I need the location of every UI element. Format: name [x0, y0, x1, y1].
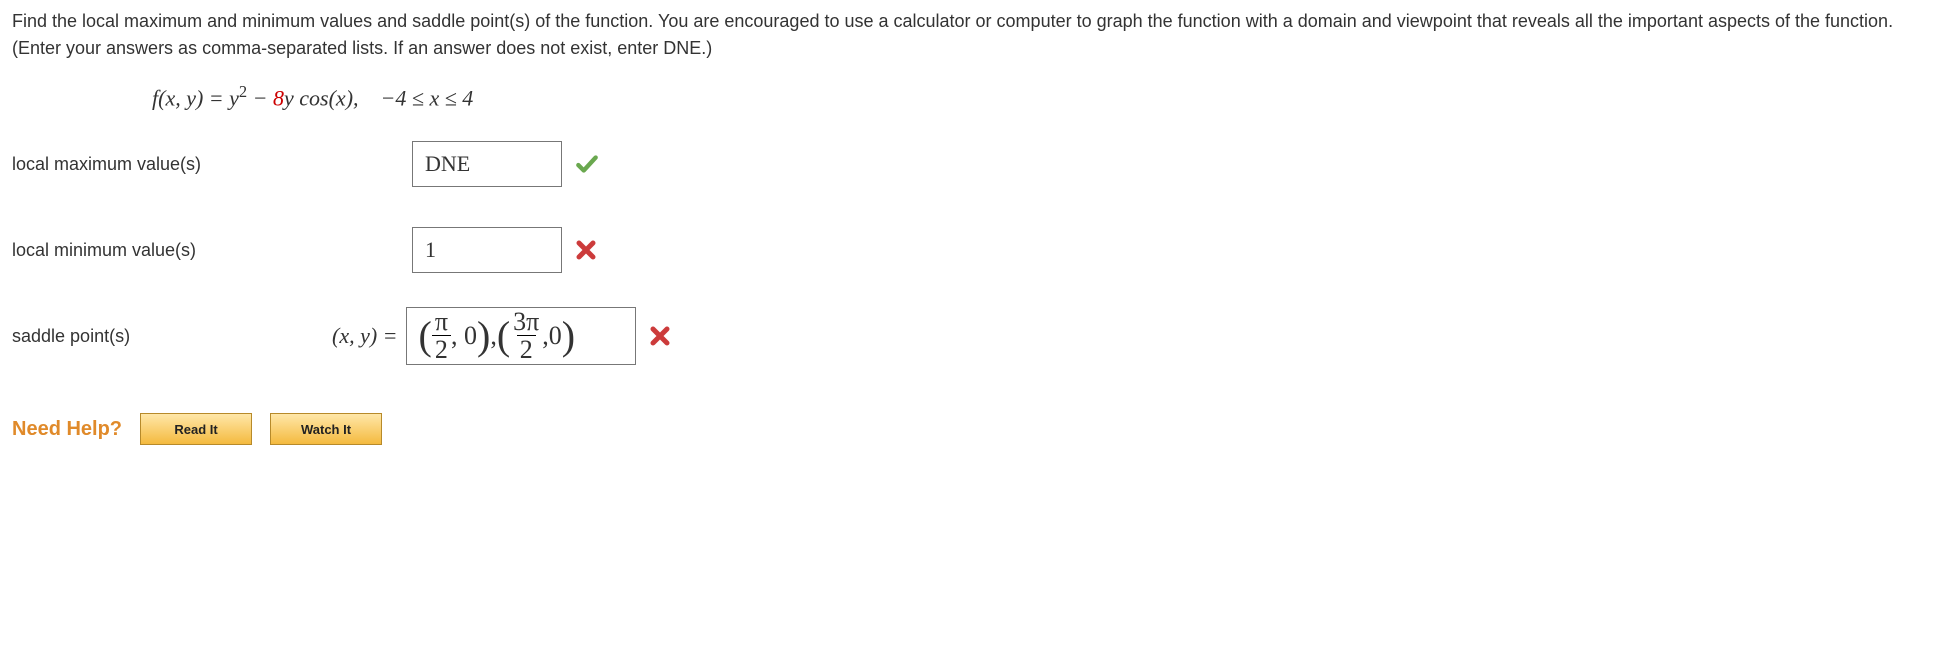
formula-coeff: 8: [273, 85, 284, 110]
x-icon: [648, 324, 672, 348]
input-local-max[interactable]: DNE: [412, 141, 562, 187]
function-formula: f(x, y) = y2 − 8y cos(x), −4 ≤ x ≤ 4: [152, 82, 1932, 111]
row-local-max: local maximum value(s) DNE: [12, 135, 1932, 193]
formula-rest: y cos(x), −4 ≤ x ≤ 4: [284, 85, 473, 110]
value-local-max: DNE: [425, 151, 470, 177]
read-it-button[interactable]: Read It: [140, 413, 252, 445]
xy-equals: (x, y) =: [332, 323, 398, 349]
formula-minus: −: [247, 85, 273, 110]
watch-it-button[interactable]: Watch It: [270, 413, 382, 445]
question-text: Find the local maximum and minimum value…: [12, 8, 1932, 62]
label-local-max: local maximum value(s): [12, 154, 332, 175]
formula-exponent: 2: [239, 82, 247, 101]
need-help-label: Need Help?: [12, 418, 122, 441]
comma-1a: ,: [451, 321, 458, 351]
label-saddle: saddle point(s): [12, 326, 332, 347]
saddle-tuple-2: ( 3π 2 , 0 ): [497, 309, 575, 363]
value-local-min: 1: [425, 237, 436, 263]
pi-num-1: π: [432, 309, 451, 335]
input-local-min[interactable]: 1: [412, 227, 562, 273]
row-local-min: local minimum value(s) 1: [12, 221, 1932, 279]
label-local-min: local minimum value(s): [12, 240, 332, 261]
pi-num-2: 3π: [510, 309, 542, 335]
answer-rows: local maximum value(s) DNE local minimum…: [12, 135, 1932, 365]
saddle-tuple-1: ( π 2 , 0 ): [419, 309, 491, 363]
formula-prefix: f(x, y) = y: [152, 85, 239, 110]
zero-1: 0: [464, 321, 477, 351]
pi-den-1: 2: [432, 335, 451, 363]
x-icon: [574, 238, 598, 262]
need-help-bar: Need Help? Read It Watch It: [12, 413, 1932, 445]
pi-den-2: 2: [517, 335, 536, 363]
check-icon: [574, 151, 600, 177]
row-saddle: saddle point(s) (x, y) = ( π 2 , 0 ) , (…: [12, 307, 1932, 365]
input-saddle[interactable]: ( π 2 , 0 ) , ( 3π 2 , 0 ): [406, 307, 636, 365]
zero-2: 0: [549, 321, 562, 351]
